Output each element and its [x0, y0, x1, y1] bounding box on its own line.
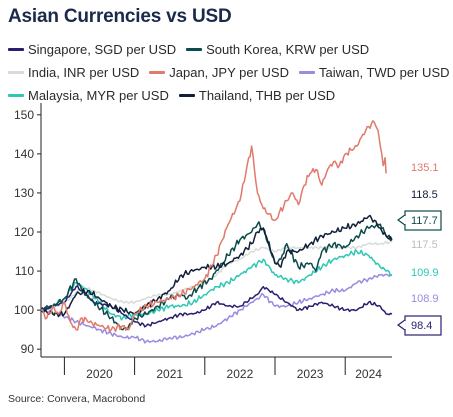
legend-label-thb: Thailand, THB per USD [198, 88, 336, 103]
end-label-thailand: 118.5 [411, 189, 438, 201]
y-tick-label-140: 140 [14, 147, 34, 161]
legend-item-krw: South Korea, KRW per USD [186, 42, 369, 57]
end-label-south-korea: 117.7 [411, 215, 438, 227]
y-tick-label-110: 110 [15, 264, 34, 278]
legend-item-twd: Taiwan, TWD per USD [298, 65, 450, 80]
y-tick-label-120: 120 [14, 225, 34, 239]
legend-row-1: Singapore, SGD per USD South Korea, KRW … [8, 38, 448, 61]
series-line-thailand [40, 214, 393, 318]
series-line-taiwan [40, 273, 393, 344]
legend-label-myr: Malaysia, MYR per USD [28, 88, 169, 103]
legend-swatch-twd [298, 71, 315, 74]
x-tick-label-2024: 2024 [355, 367, 382, 381]
y-tick-label-100: 100 [14, 303, 34, 317]
legend-label-jpy: Japan, JPY per USD [169, 65, 289, 80]
legend-row-2: India, INR per USD Japan, JPY per USD Ta… [8, 61, 450, 84]
legend-item-myr: Malaysia, MYR per USD [8, 88, 169, 103]
legend-row-3: Malaysia, MYR per USD Thailand, THB per … [8, 84, 448, 107]
y-tick-label-130: 130 [14, 186, 34, 200]
chart-title: Asian Currencies vs USD [8, 6, 232, 27]
legend-label-inr: India, INR per USD [28, 65, 140, 80]
legend-item-inr: India, INR per USD [8, 65, 139, 80]
series-line-japan [40, 120, 387, 333]
end-label-india: 117.5 [411, 239, 438, 251]
legend-swatch-inr [8, 71, 24, 74]
series-line-south-korea [40, 221, 393, 331]
legend-label-krw: South Korea, KRW per USD [206, 42, 370, 57]
legend-item-sgd: Singapore, SGD per USD [8, 42, 176, 57]
series-line-india [40, 240, 393, 312]
series-line-singapore [40, 285, 393, 328]
legend-label-twd: Taiwan, TWD per USD [318, 65, 450, 80]
x-tick-label-2022: 2022 [227, 367, 254, 381]
end-label-japan: 135.1 [411, 162, 439, 174]
legend: Singapore, SGD per USD South Korea, KRW … [8, 38, 450, 107]
y-tick-label-150: 150 [14, 108, 34, 122]
end-label-malaysia: 109.9 [411, 267, 439, 279]
legend-swatch-sgd [8, 48, 24, 51]
legend-swatch-jpy [149, 71, 166, 74]
x-tick-label-2021: 2021 [156, 367, 183, 381]
x-tick-label-2023: 2023 [297, 367, 324, 381]
end-label-singapore-pointer [396, 319, 406, 331]
legend-swatch-krw [186, 48, 203, 51]
source-note: Source: Convera, Macrobond [8, 393, 146, 405]
legend-swatch-thb [178, 94, 195, 97]
legend-item-jpy: Japan, JPY per USD [149, 65, 289, 80]
end-label-taiwan: 108.9 [411, 293, 439, 305]
end-label-south-korea-pointer [396, 214, 406, 226]
legend-swatch-myr [8, 94, 24, 97]
legend-label-sgd: Singapore, SGD per USD [28, 42, 177, 57]
end-label-singapore: 98.4 [411, 320, 432, 332]
y-tick-label-90: 90 [21, 342, 35, 356]
x-tick-label-2020: 2020 [86, 367, 113, 381]
legend-item-thb: Thailand, THB per USD [178, 88, 336, 103]
